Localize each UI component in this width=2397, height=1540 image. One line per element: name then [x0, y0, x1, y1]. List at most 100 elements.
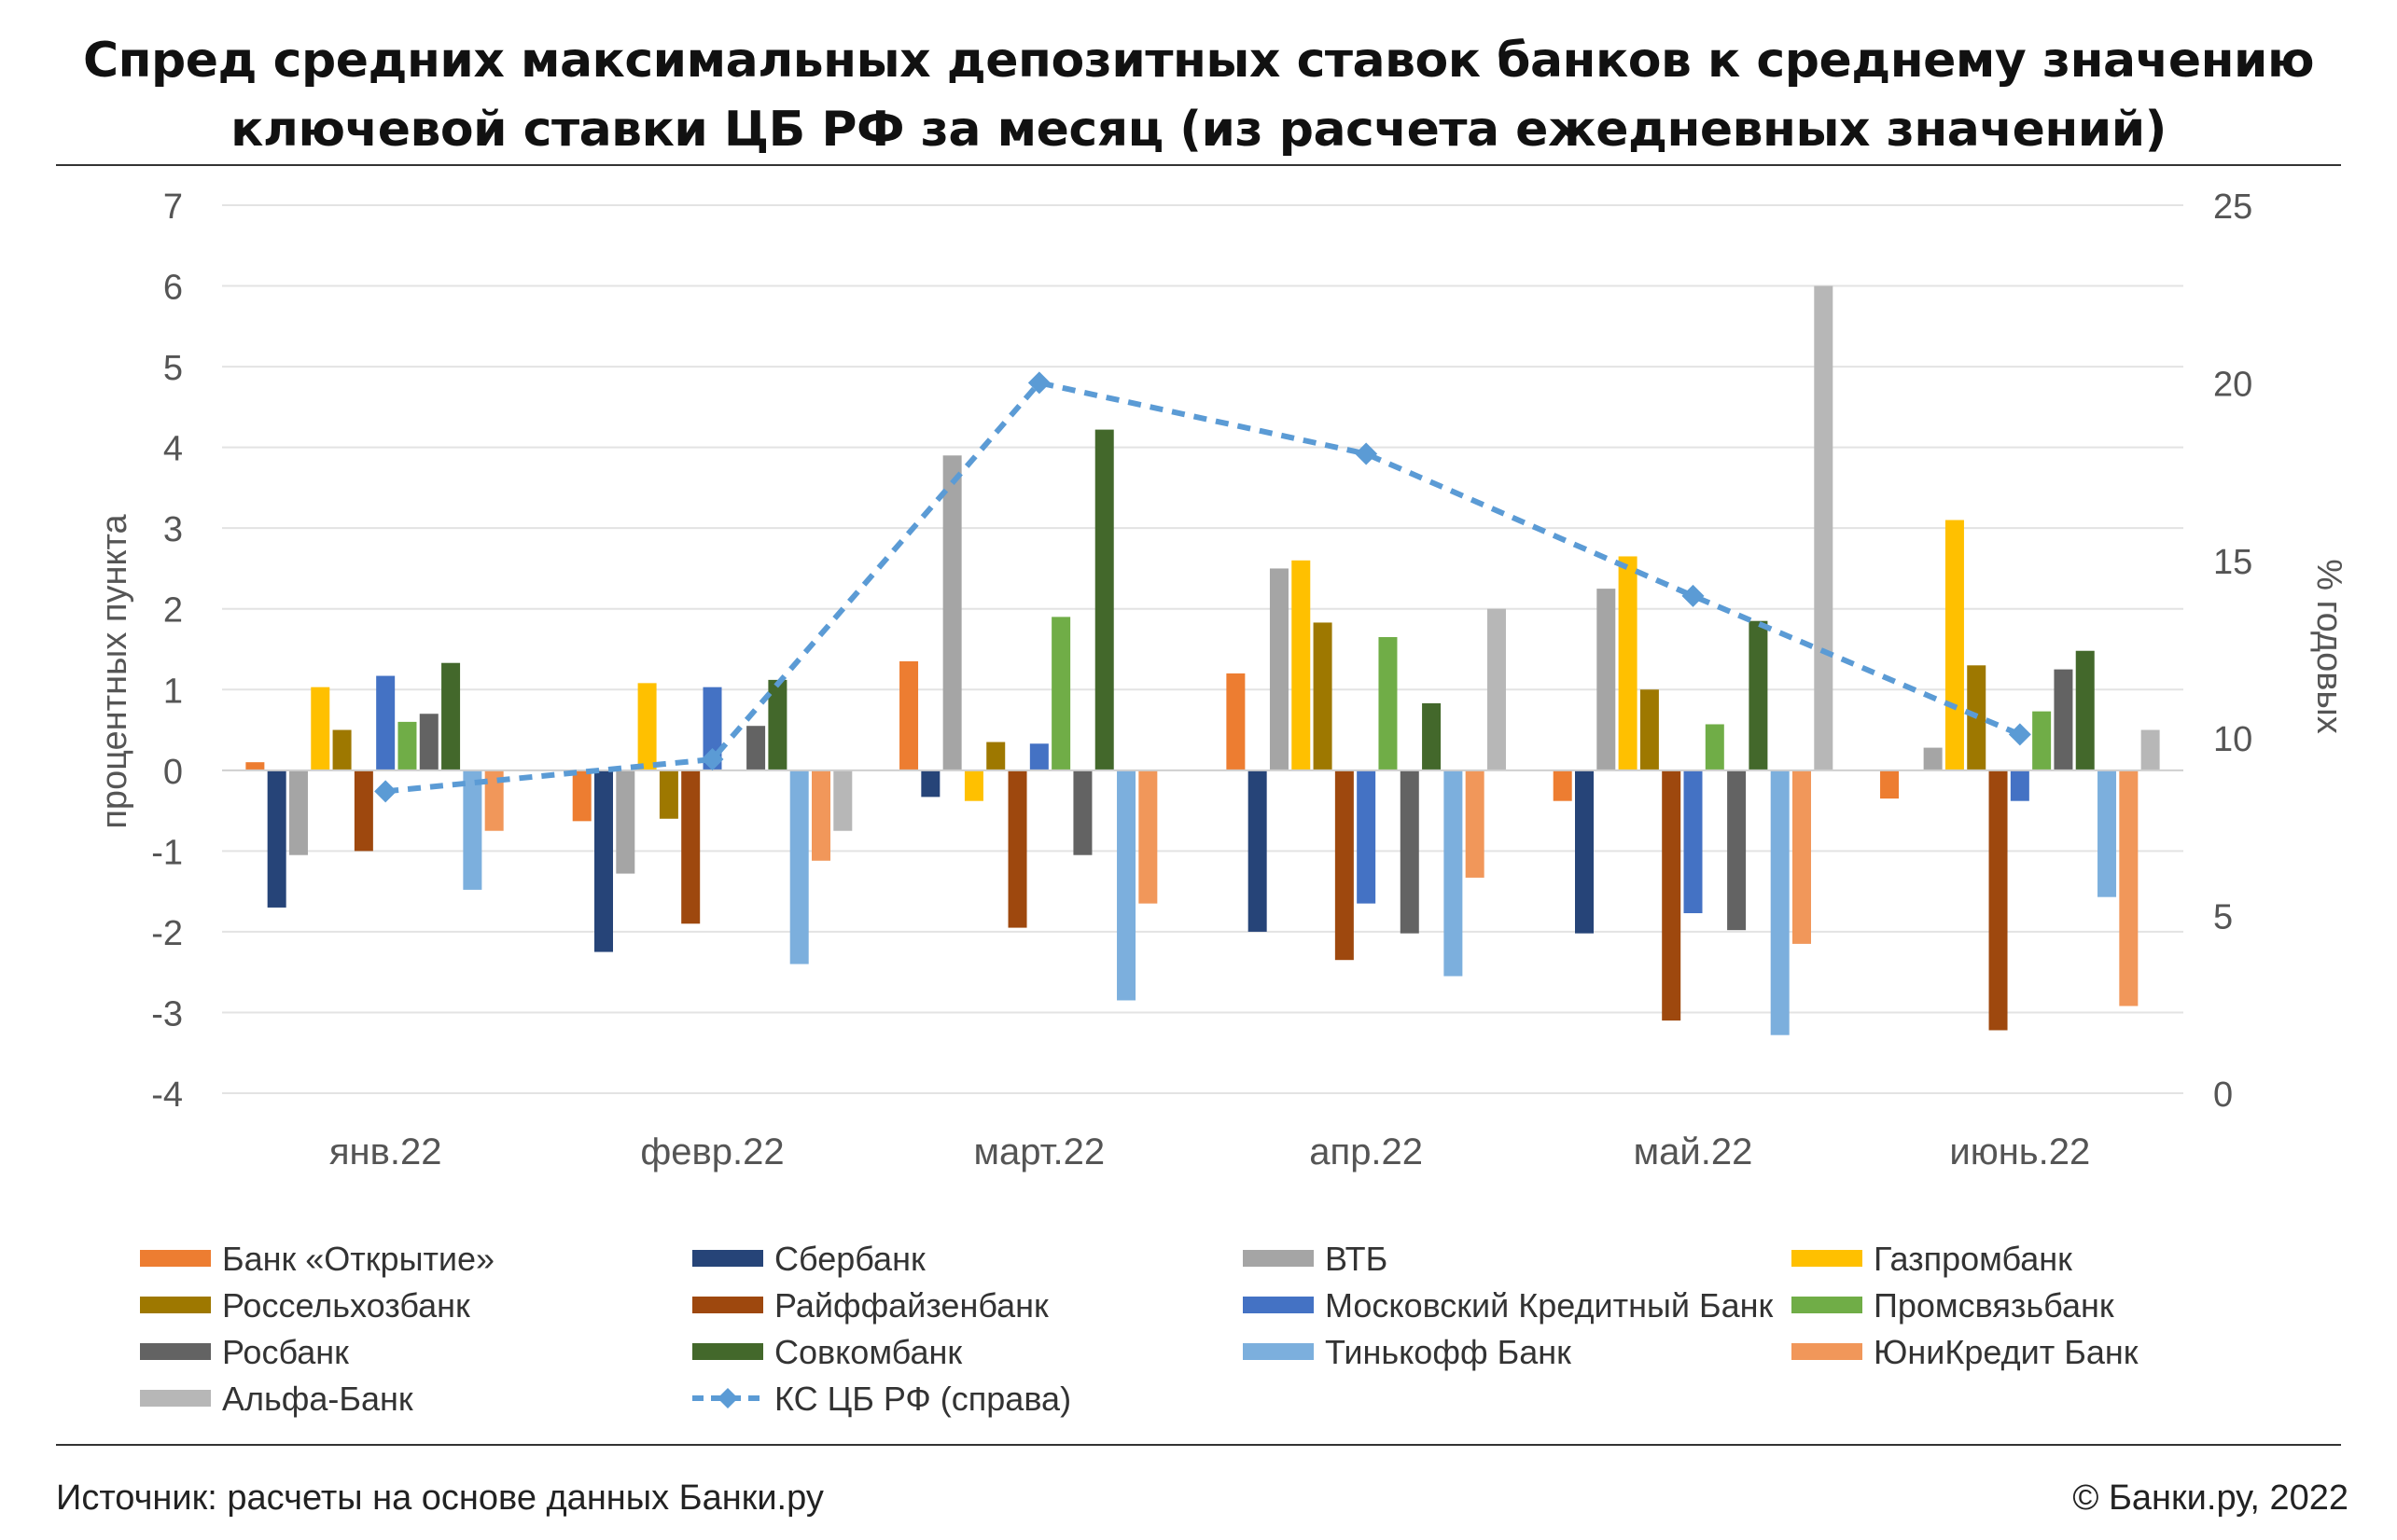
bar [637, 683, 657, 770]
bar [1465, 770, 1484, 878]
bar [1443, 770, 1463, 977]
key-rate-point [2008, 723, 2031, 746]
bar [2010, 770, 2029, 801]
chart-title-line-1: Спред средних максимальных депозитных ст… [82, 33, 2315, 89]
y-tick-label: 6 [163, 269, 183, 308]
bar [1596, 589, 1616, 770]
legend-swatch [140, 1390, 211, 1407]
legend-swatch [1791, 1297, 1862, 1313]
key-rate-point [1681, 584, 1705, 607]
bar [1639, 689, 1659, 770]
y2-tick-label: 0 [2213, 1075, 2233, 1115]
y2-tick-label: 10 [2213, 720, 2252, 759]
gridlines [222, 204, 2183, 1094]
bar [1814, 285, 1833, 770]
y-tick-label: -1 [151, 833, 183, 872]
bar [659, 770, 678, 819]
key-rate-point [1027, 371, 1051, 395]
x-tick-label: март.22 [974, 1131, 1106, 1172]
bar [1247, 770, 1267, 932]
title-divider [56, 164, 2341, 166]
legend-label: Тинькофф Банк [1325, 1333, 1571, 1371]
bar [1269, 568, 1289, 770]
bar [1792, 770, 1811, 944]
legend-label: ЮниКредит Банк [1874, 1333, 2139, 1371]
bar [1094, 429, 1114, 770]
y2-tick-label: 25 [2213, 187, 2252, 227]
legend-swatch-marker [718, 1388, 738, 1408]
x-tick-label: июнь.22 [1949, 1131, 2090, 1172]
bar [1422, 702, 1442, 770]
bar [1618, 556, 1637, 770]
y-axis-left-ticks: 7 6 5 4 3 2 1 0 -1 -2 -3 -4 [151, 187, 183, 1115]
bar [354, 770, 373, 852]
bar-marks [245, 285, 2160, 1035]
legend-label: Россельхозбанк [222, 1286, 470, 1325]
y-axis-left-label: процентных пункта [95, 513, 134, 828]
y-tick-label: 7 [163, 187, 183, 227]
bar [1944, 520, 1964, 770]
bar [1662, 770, 1681, 1021]
legend-label: Московский Кредитный Банк [1325, 1286, 1774, 1325]
y-axis-right-ticks: 25 20 15 10 5 0 [2213, 187, 2252, 1115]
bar [441, 662, 461, 770]
bar [942, 455, 962, 770]
legend-swatch [1791, 1343, 1862, 1360]
bar [397, 721, 417, 770]
bar [1923, 747, 1943, 770]
bar [1117, 770, 1136, 1001]
bar [1400, 770, 1419, 934]
y-tick-label: 3 [163, 510, 183, 549]
y-tick-label: -4 [151, 1075, 183, 1115]
legend-label: Совкомбанк [774, 1333, 962, 1371]
y2-tick-label: 20 [2213, 365, 2252, 404]
bar [1575, 770, 1594, 934]
copyright-note: © Банки.ру, 2022 [2072, 1478, 2348, 1518]
bar [1770, 770, 1790, 1035]
x-tick-label: февр.22 [640, 1131, 784, 1172]
bar [311, 687, 330, 770]
bar [1029, 743, 1049, 770]
key-rate-point [701, 748, 724, 771]
bar [746, 726, 766, 770]
y-tick-label: 4 [163, 430, 183, 469]
bar [1073, 770, 1093, 855]
legend-swatch [1791, 1250, 1862, 1267]
bar [1705, 724, 1724, 770]
y-tick-label: 2 [163, 591, 183, 631]
bar [1749, 620, 1768, 770]
bar [1486, 608, 1506, 770]
legend-swatch [1243, 1250, 1314, 1267]
bar [1553, 770, 1572, 801]
y2-tick-label: 5 [2213, 898, 2233, 937]
bar [2140, 729, 2160, 770]
bar [2097, 770, 2117, 897]
legend-swatch [692, 1250, 763, 1267]
bar [1313, 622, 1332, 770]
key-rate-line [374, 371, 2031, 803]
bar [1052, 617, 1071, 770]
legend-swatch [140, 1343, 211, 1360]
footer-divider [56, 1444, 2341, 1446]
bar [1880, 770, 1900, 799]
bar [833, 770, 853, 831]
y-tick-label: -3 [151, 994, 183, 1034]
chart-title: Спред средних максимальных депозитных ст… [0, 26, 2397, 164]
legend-label: ВТБ [1325, 1240, 1387, 1278]
source-note: Источник: расчеты на основе данных Банки… [56, 1478, 824, 1518]
bar [1334, 770, 1354, 961]
bar [484, 770, 504, 831]
bar [789, 770, 809, 964]
legend-swatch [692, 1297, 763, 1313]
bar [1988, 770, 2008, 1031]
legend-label: Промсвязьбанк [1874, 1286, 2114, 1325]
bar [1357, 770, 1376, 904]
bar [2119, 770, 2139, 1006]
legend-swatch [692, 1343, 763, 1360]
bar [1291, 560, 1311, 770]
bar [1727, 770, 1747, 931]
bar [812, 770, 830, 861]
bar [616, 770, 635, 874]
legend-label: Росбанк [222, 1333, 349, 1371]
bar [463, 770, 482, 890]
